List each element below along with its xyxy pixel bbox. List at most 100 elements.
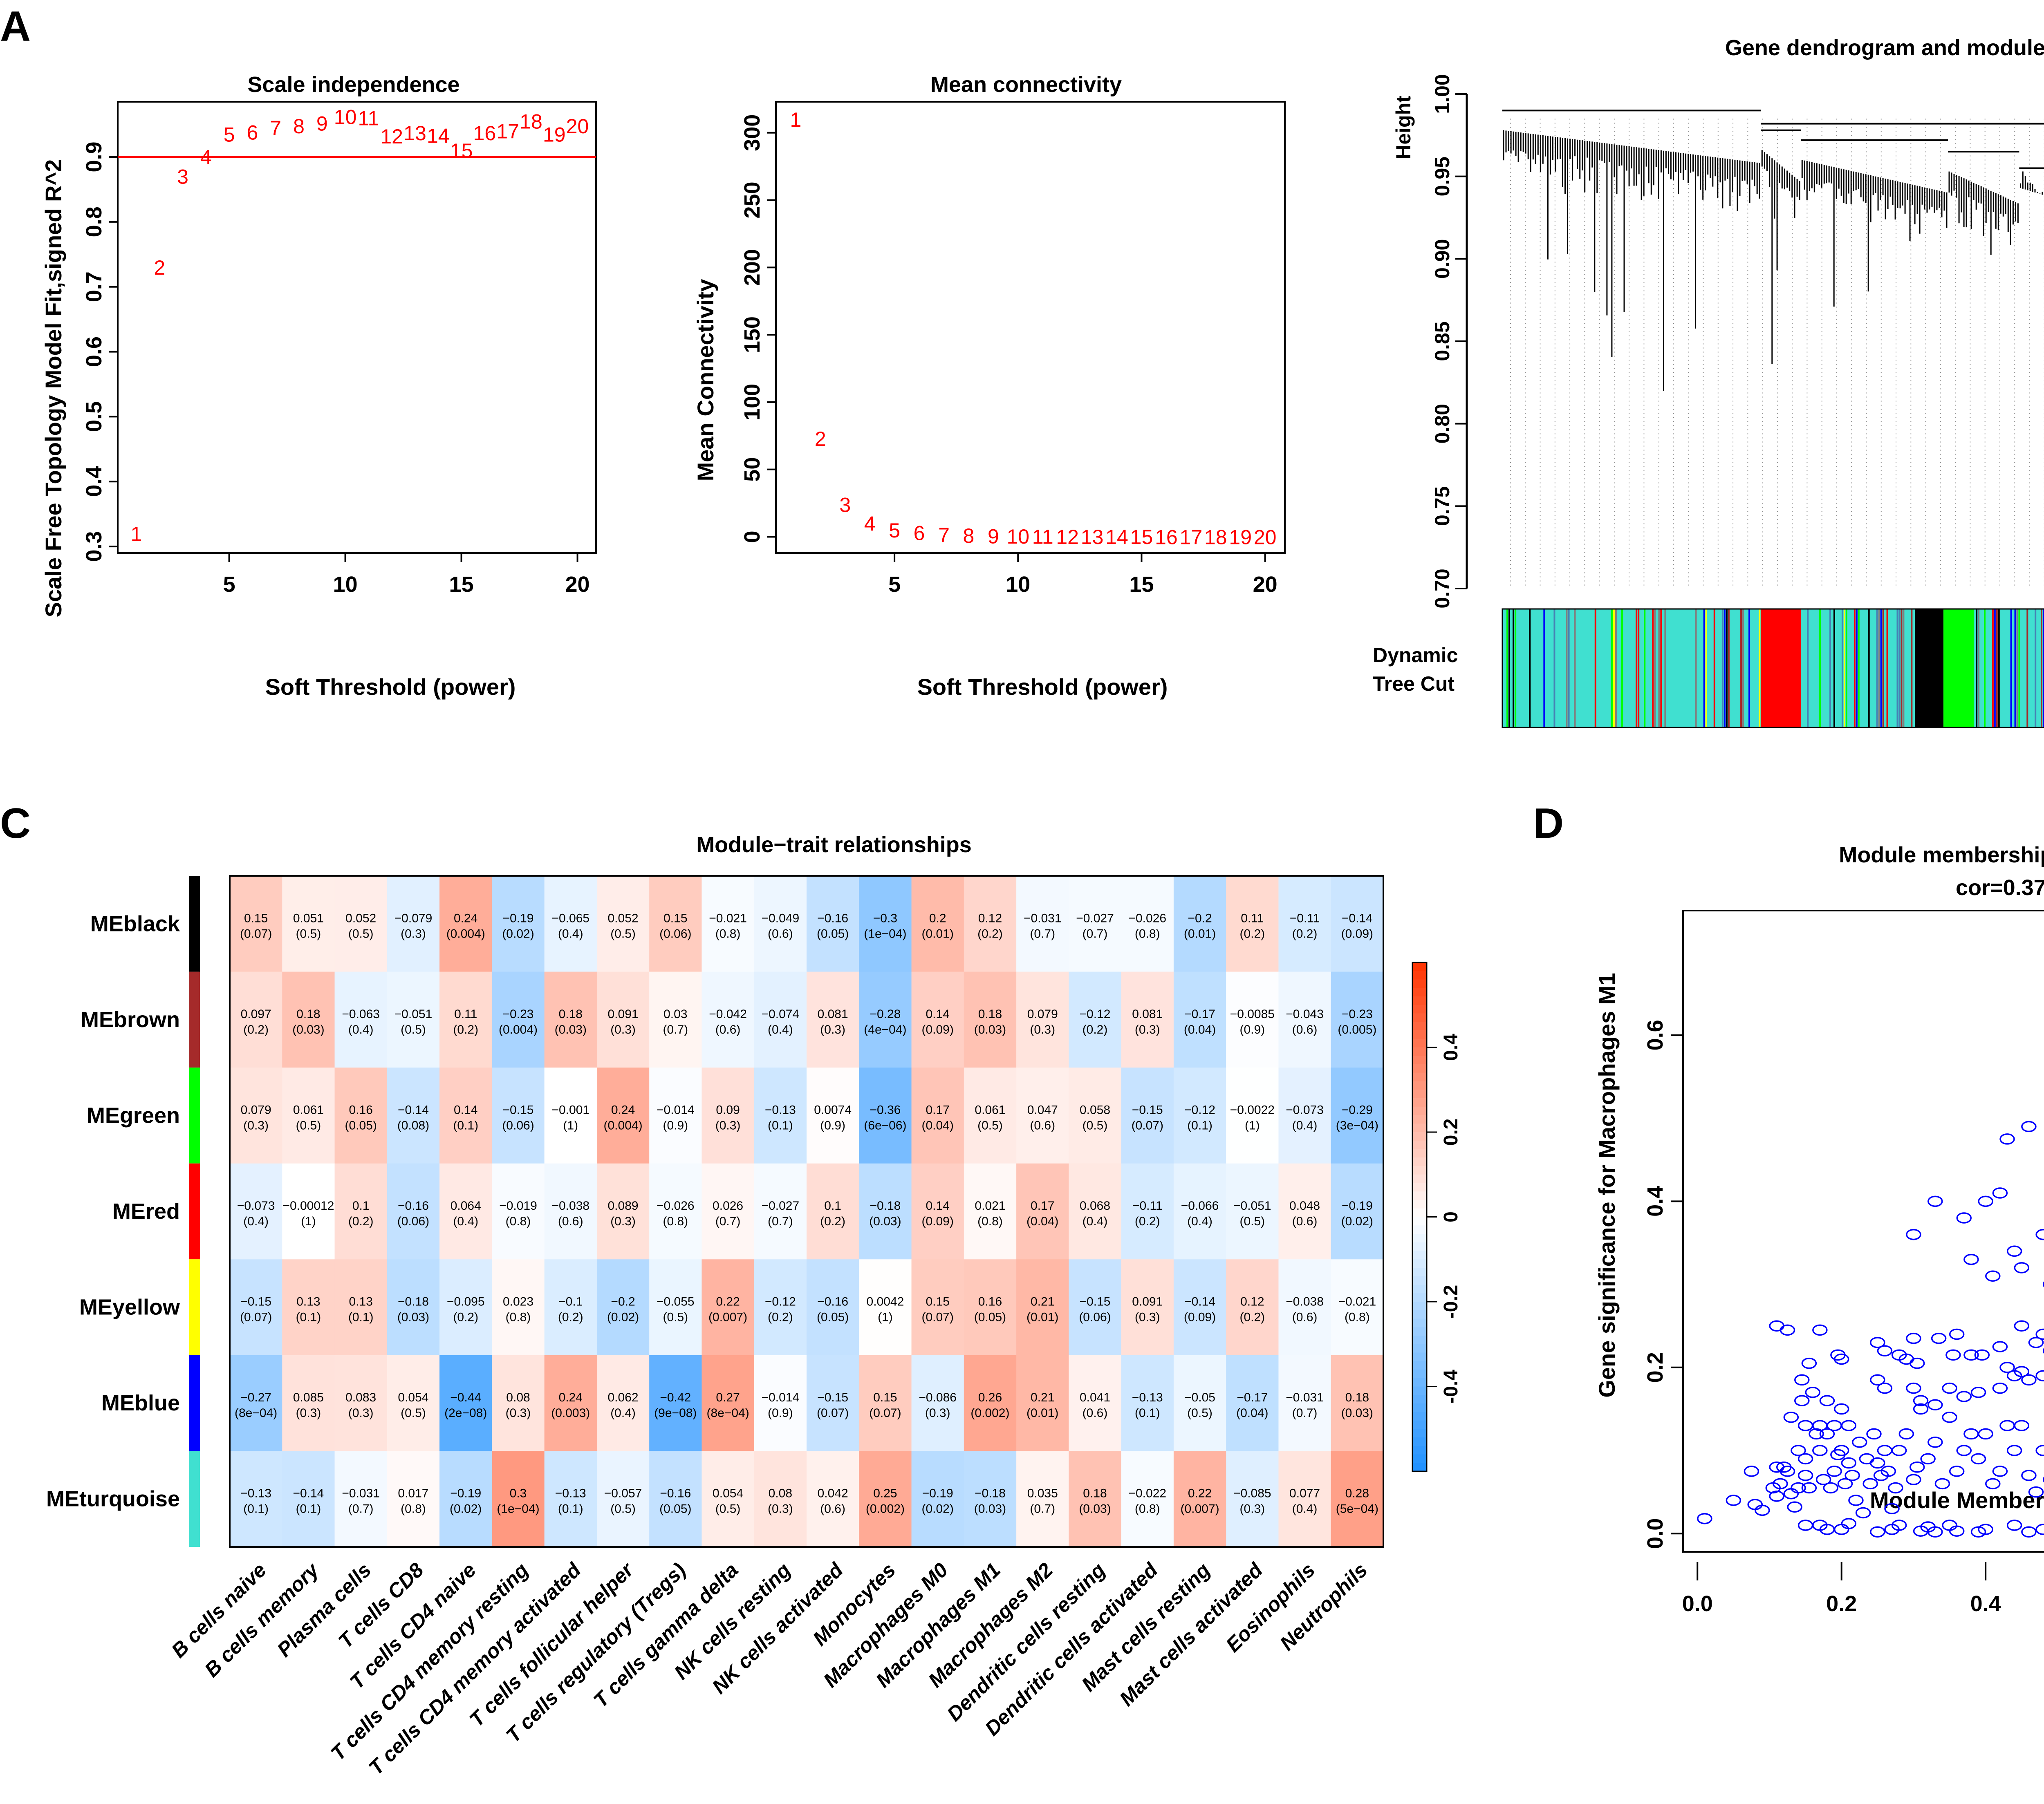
y-tick-label: 0.2	[1643, 1352, 1667, 1383]
data-point	[1783, 1488, 1799, 1500]
y-tick-label: 50	[740, 457, 764, 482]
heatmap-cell-value: 0.11	[454, 1007, 477, 1021]
heatmap-cell-value: 0.17	[1031, 1199, 1054, 1213]
heatmap-cell-value: 0.083	[345, 1391, 376, 1404]
heatmap-cell-value: 0.18	[1345, 1391, 1369, 1404]
heatmap-cell-value: −0.17	[1237, 1391, 1268, 1404]
heatmap-cell-value: 0.1	[352, 1199, 370, 1213]
module-color-stripe	[2004, 609, 2006, 727]
plot-frame	[775, 101, 1286, 554]
heatmap-cell	[1173, 1259, 1226, 1356]
heatmap-cell-pvalue: (0.07)	[240, 927, 272, 940]
data-point	[2035, 1445, 2044, 1456]
colorbar-step	[1412, 1446, 1427, 1455]
data-point	[1934, 1478, 1950, 1490]
heatmap-cell	[702, 971, 755, 1068]
heatmap-cell	[1121, 1451, 1174, 1547]
heatmap-cell-value: 0.16	[349, 1103, 372, 1117]
heatmap-cell-pvalue: (0.8)	[506, 1311, 531, 1324]
data-point	[1909, 1461, 1925, 1473]
module-color-stripe	[1856, 609, 1858, 727]
data-point	[1992, 1187, 2008, 1199]
heatmap-cell-pvalue: (0.005)	[1338, 1023, 1376, 1036]
heatmap-cell-pvalue: (0.01)	[921, 927, 953, 940]
heatmap-cell-value: 0.021	[975, 1199, 1005, 1213]
heatmap-cell	[911, 1163, 964, 1260]
data-point	[2006, 1370, 2022, 1381]
data-point	[1963, 1349, 1979, 1361]
module-row-label: MEblack	[90, 911, 180, 936]
module-color-stripe	[1728, 609, 1730, 727]
heatmap-cell-value: −0.19	[1342, 1199, 1373, 1213]
data-point	[1999, 1133, 2015, 1145]
heatmap-cell-pvalue: (0.3)	[243, 1119, 269, 1132]
module-color-stripe	[1697, 609, 1699, 727]
heatmap-cell-value: 0.023	[503, 1295, 533, 1309]
heatmap-cell-value: −0.031	[1024, 911, 1062, 925]
heatmap-cell-pvalue: (0.02)	[450, 1502, 482, 1516]
data-point	[1866, 1428, 1882, 1440]
scale-independence-title: Scale independence	[247, 72, 459, 97]
mm-vs-gs-subtitle: cor=0.37, p=7.8e−20	[1956, 875, 2044, 900]
module-row-label: MEturquoise	[46, 1487, 180, 1511]
colorbar-step	[1412, 1454, 1427, 1463]
data-point	[1931, 1332, 1947, 1344]
x-tick-label: 10	[1006, 572, 1030, 597]
module-color-stripe	[1724, 609, 1726, 727]
colorbar-step	[1412, 1344, 1427, 1353]
data-point-label: 5	[889, 519, 900, 542]
heatmap-cell-pvalue: (0.03)	[292, 1023, 324, 1036]
heatmap-cell-value: −0.42	[660, 1391, 691, 1404]
data-point	[1992, 1382, 2008, 1394]
heatmap-cell-pvalue: (0.03)	[555, 1023, 587, 1036]
module-color-stripe	[1529, 609, 1531, 727]
module-color-stripe	[1974, 609, 1976, 727]
colorbar-step	[1412, 1276, 1427, 1285]
data-point	[1845, 1470, 1860, 1481]
heatmap-cell-pvalue: (0.4)	[1292, 1119, 1318, 1132]
module-color-swatch	[189, 1163, 200, 1260]
heatmap-cell-value: −0.027	[762, 1199, 800, 1213]
panel-letter-d: D	[1533, 800, 1564, 847]
heatmap-cell-value: −0.073	[237, 1199, 275, 1213]
colorbar-step	[1412, 1166, 1427, 1175]
mean-connectivity-xlabel: Soft Threshold (power)	[917, 674, 1168, 700]
heatmap-cell-pvalue: (0.06)	[502, 1119, 534, 1132]
heatmap-cell-pvalue: (0.3)	[925, 1406, 950, 1420]
heatmap-cell	[807, 1259, 859, 1356]
heatmap-cell-value: −0.051	[394, 1007, 433, 1021]
heatmap-cell-value: 0.054	[713, 1487, 743, 1500]
heatmap-cell-pvalue: (0.5)	[296, 927, 321, 940]
heatmap-cell-pvalue: (0.1)	[1135, 1406, 1160, 1420]
heatmap-cell-pvalue: (0.7)	[1030, 927, 1055, 940]
heatmap-cell	[911, 1259, 964, 1356]
heatmap-cell	[807, 971, 859, 1068]
heatmap-cell-pvalue: (0.9)	[768, 1406, 793, 1420]
heatmap-cell-pvalue: (0.004)	[604, 1119, 643, 1132]
data-point	[1870, 1374, 1885, 1386]
heatmap-cell-pvalue: (0.3)	[1135, 1023, 1160, 1036]
colorbar-step	[1412, 1200, 1427, 1209]
data-point	[1877, 1445, 1893, 1456]
heatmap-cell	[1173, 971, 1226, 1068]
heatmap-cell	[282, 1259, 335, 1356]
module-color-stripe	[1553, 609, 1555, 727]
data-point	[1862, 1478, 1878, 1490]
colorbar-step	[1412, 1225, 1427, 1234]
module-color-stripe	[1709, 609, 1711, 727]
module-color-stripe	[1602, 609, 1605, 727]
module-color-stripe	[1574, 609, 1576, 727]
module-color-stripe	[1668, 609, 1670, 727]
y-tick-label: 0.5	[82, 401, 106, 432]
data-point	[1927, 1195, 1943, 1207]
colorbar-step	[1412, 1022, 1427, 1031]
heatmap-cell-value: 0.21	[1031, 1295, 1054, 1309]
module-color-stripe	[1909, 609, 1911, 727]
heatmap-cell-value: 0.22	[716, 1295, 740, 1309]
heatmap-cell-value: 0.15	[663, 911, 687, 925]
heatmap-cell-pvalue: (0.3)	[1030, 1023, 1055, 1036]
heatmap-cell	[596, 1163, 650, 1260]
heatmap-cell	[439, 971, 492, 1068]
heatmap-cell-value: −0.014	[657, 1103, 695, 1117]
data-point	[2028, 1337, 2044, 1348]
